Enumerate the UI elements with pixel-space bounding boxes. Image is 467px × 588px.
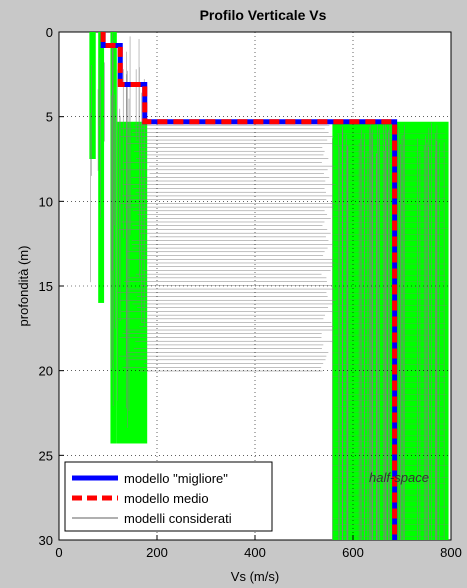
y-tick-label: 25 [39, 448, 53, 463]
y-tick-label: 15 [39, 279, 53, 294]
green-band-0 [89, 32, 95, 159]
x-tick-label: 0 [55, 545, 62, 560]
chart-title: Profilo Verticale Vs [200, 7, 327, 23]
y-tick-label: 10 [39, 194, 53, 209]
y-axis-label: profondità (m) [16, 246, 31, 327]
legend-label-mean: modello medio [124, 491, 209, 506]
legend: modello "migliore" modello medio modelli… [65, 462, 272, 531]
y-tick-label: 30 [39, 533, 53, 548]
x-tick-label: 600 [342, 545, 364, 560]
green-band-1 [98, 32, 104, 303]
half-space-annotation: half-space [369, 470, 429, 485]
x-tick-label: 800 [440, 545, 462, 560]
legend-label-best: modello "migliore" [124, 471, 228, 486]
x-axis-label: Vs (m/s) [231, 569, 279, 584]
legend-label-considered: modelli considerati [124, 511, 232, 526]
y-tick-label: 20 [39, 364, 53, 379]
x-tick-label: 400 [244, 545, 266, 560]
y-tick-label: 0 [46, 25, 53, 40]
x-tick-label: 200 [146, 545, 168, 560]
y-tick-label: 5 [46, 110, 53, 125]
